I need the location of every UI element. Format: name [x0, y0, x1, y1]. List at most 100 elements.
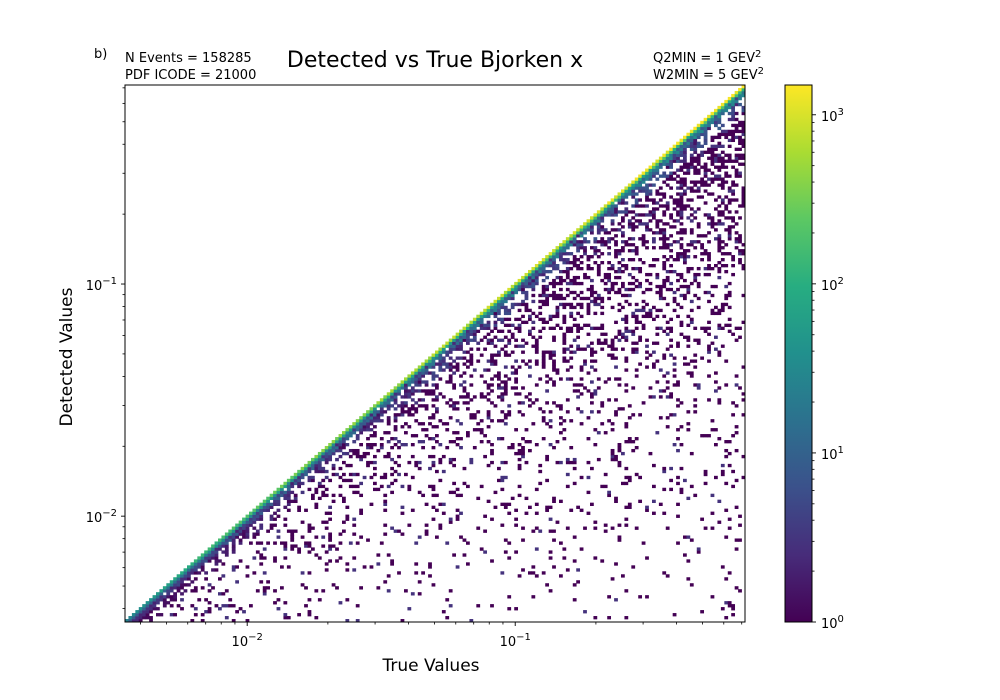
heatmap-cell	[583, 237, 587, 241]
heatmap-cell	[286, 481, 291, 486]
heatmap-cell	[486, 305, 491, 310]
heatmap-cell	[534, 487, 539, 492]
heatmap-cell	[603, 281, 608, 286]
heatmap-cell	[679, 252, 684, 256]
heatmap-cell	[514, 368, 519, 372]
heatmap-cell	[631, 222, 636, 226]
heatmap-cell	[521, 526, 525, 530]
heatmap-cell	[404, 410, 408, 414]
heatmap-cell	[665, 162, 670, 166]
heatmap-cell	[355, 484, 360, 489]
heatmap-cell	[548, 419, 553, 423]
heatmap-cell	[424, 407, 429, 411]
heatmap-cell	[641, 204, 646, 208]
heatmap-cell	[641, 401, 646, 405]
heatmap-cell	[293, 481, 298, 486]
heatmap-cell	[383, 472, 388, 477]
heatmap-cell	[507, 541, 512, 545]
heatmap-cell	[531, 401, 536, 405]
heatmap-cell	[438, 350, 443, 354]
heatmap-cell	[510, 386, 515, 390]
heatmap-cell	[348, 431, 353, 435]
heatmap-cell	[634, 249, 639, 253]
heatmap-cell	[510, 287, 515, 292]
heatmap-cell	[534, 314, 539, 319]
heatmap-cell	[445, 380, 450, 384]
heatmap-cell	[614, 335, 618, 339]
heatmap-cell	[503, 550, 508, 554]
heatmap-cell	[383, 454, 388, 459]
heatmap-cell	[658, 204, 663, 208]
heatmap-cell	[507, 445, 512, 450]
heatmap-cell	[228, 535, 233, 539]
heatmap-cell	[559, 287, 563, 292]
heatmap-cell	[665, 526, 670, 530]
heatmap-cell	[572, 466, 577, 471]
heatmap-cell	[665, 153, 670, 157]
heatmap-cell	[507, 502, 512, 506]
heatmap-cell	[376, 404, 381, 408]
heatmap-cell	[676, 219, 680, 223]
heatmap-cell	[696, 126, 701, 131]
heatmap-cell	[683, 553, 687, 557]
heatmap-cell	[180, 583, 184, 587]
heatmap-cell	[438, 502, 443, 506]
heatmap-cell	[255, 505, 260, 509]
heatmap-cell	[576, 323, 581, 327]
heatmap-cell	[469, 359, 474, 363]
heatmap-cell	[200, 613, 205, 617]
heatmap-cell	[421, 493, 426, 498]
heatmap-cell	[621, 332, 625, 336]
heatmap-cell	[624, 293, 629, 298]
heatmap-cell	[545, 302, 550, 307]
heatmap-cell	[200, 586, 205, 590]
heatmap-cell	[569, 350, 574, 354]
heatmap-cell	[720, 565, 725, 569]
heatmap-cell	[700, 144, 705, 148]
heatmap-cell	[645, 556, 649, 560]
heatmap-cell	[572, 383, 577, 387]
heatmap-cell	[727, 317, 732, 322]
heatmap-cell	[621, 574, 625, 578]
heatmap-cell	[249, 520, 253, 524]
heatmap-cell	[214, 604, 219, 608]
heatmap-cell	[665, 177, 670, 181]
heatmap-cell	[662, 466, 667, 471]
heatmap-cell	[631, 204, 636, 208]
heatmap-cell	[307, 544, 312, 548]
heatmap-cell	[483, 323, 488, 327]
heatmap-cell	[390, 466, 395, 471]
heatmap-cell	[472, 326, 477, 330]
heatmap-cell	[624, 335, 629, 339]
heatmap-cell	[300, 490, 305, 495]
heatmap-cell	[714, 371, 718, 375]
heatmap-cell	[490, 517, 494, 521]
heatmap-cell	[600, 207, 605, 211]
heatmap-cell	[317, 451, 322, 456]
heatmap-cell	[266, 496, 271, 501]
heatmap-cell	[638, 499, 643, 504]
heatmap-cell	[500, 305, 505, 310]
heatmap-cell	[466, 541, 470, 545]
heatmap-cell	[255, 514, 260, 518]
heatmap-cell	[617, 383, 622, 387]
heatmap-cell	[262, 508, 267, 512]
heatmap-cell	[187, 574, 191, 578]
heatmap-cell	[462, 481, 467, 486]
heatmap-cell	[469, 457, 474, 462]
heatmap-cell	[528, 272, 532, 277]
heatmap-cell	[149, 610, 153, 614]
heatmap-cell	[683, 138, 687, 143]
heatmap-cell	[304, 508, 308, 512]
heatmap-cell	[655, 308, 660, 313]
heatmap-cell	[607, 296, 612, 301]
heatmap-cell	[621, 195, 625, 199]
heatmap-cell	[386, 401, 391, 405]
heatmap-cell	[472, 445, 477, 450]
heatmap-cell	[724, 153, 729, 157]
heatmap-cell	[421, 422, 426, 426]
heatmap-cell	[455, 514, 460, 518]
heatmap-cell	[696, 180, 701, 184]
heatmap-cell	[534, 275, 539, 280]
heatmap-cell	[727, 105, 732, 110]
